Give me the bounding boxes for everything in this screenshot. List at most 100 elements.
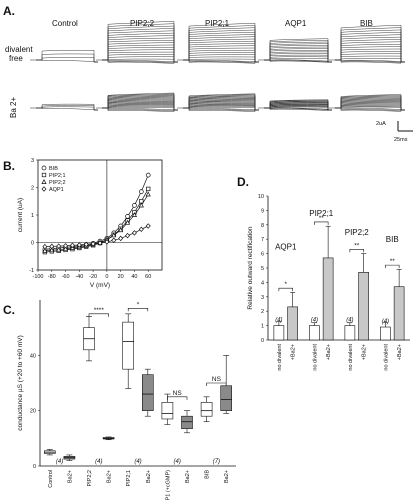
data-point — [124, 219, 131, 225]
data-point — [56, 243, 62, 249]
data-point — [111, 232, 117, 238]
y-tick-label: 2 — [261, 309, 264, 315]
trace-1-3 — [258, 99, 332, 111]
box — [220, 385, 232, 411]
significance-label: ** — [319, 215, 325, 222]
trace-0-3 — [258, 38, 332, 63]
box-5: Ba2+ — [142, 368, 154, 483]
y-tick-label: 1 — [261, 324, 264, 330]
x-tick-label: 0 — [105, 274, 108, 280]
significance-bracket — [349, 248, 364, 253]
bar-5: +Ba2+ — [358, 253, 369, 360]
data-point — [90, 241, 96, 247]
trace-1-0 — [30, 103, 98, 111]
trace-0-1 — [96, 21, 178, 64]
panel-d: D. 0 1 2 3 4 5 6 7 8 9 10 Relative outward rectific… — [237, 175, 410, 371]
trace-0-2 — [177, 22, 259, 64]
x-tick-label: BIB — [205, 470, 211, 479]
data-point — [41, 179, 47, 184]
panel-d-label: D. — [237, 175, 249, 189]
box-7: Ba2+ — [181, 410, 193, 483]
y-tick-label: 40 — [30, 353, 36, 359]
bar — [344, 325, 356, 341]
x-tick-label: -40 — [75, 274, 83, 280]
x-tick-label: 40 — [131, 274, 137, 280]
x-axis-label: V (mV) — [90, 282, 110, 289]
data-point — [132, 203, 137, 208]
group-label: PIP2;2 — [345, 228, 370, 237]
x-tick-label: no divalent — [383, 344, 389, 371]
box — [161, 402, 174, 420]
significance-bracket — [385, 264, 400, 269]
n-label: (7) — [213, 459, 220, 465]
box-9: Ba2+ — [220, 355, 232, 483]
row-label-free: free — [9, 54, 23, 63]
box-4: PIP2;1 — [122, 313, 134, 487]
y-tick-label: 2 — [31, 186, 34, 192]
legend-entry: AQP1 — [49, 187, 64, 193]
group-label: PIP2;1 — [309, 209, 334, 218]
data-point — [69, 242, 75, 248]
x-tick-label: 20 — [118, 274, 124, 280]
x-tick-label: PIP2;1 — [126, 470, 132, 487]
data-point — [145, 172, 151, 178]
y-tick-label: 20 — [30, 409, 36, 415]
trace-0-0 — [30, 50, 98, 63]
n-label: (4) — [346, 318, 353, 324]
data-point — [41, 165, 47, 171]
panel-a-label: A. — [3, 4, 15, 18]
data-point — [118, 227, 124, 233]
group-label: AQP1 — [275, 242, 297, 251]
trace-1-4 — [329, 94, 405, 112]
column-header-0: Control — [52, 19, 78, 28]
legend-entry: PIP2;2 — [49, 180, 66, 186]
y-tick-label: 4 — [261, 280, 264, 286]
y-tick-label: 7 — [261, 237, 264, 243]
panel-c-label: C. — [3, 303, 15, 317]
data-point — [83, 241, 89, 248]
y-tick-label: 9 — [261, 208, 264, 214]
significance-bracket — [167, 396, 188, 400]
box-2: PIP2;2 — [83, 316, 95, 487]
column-header-1: PIP2;2 — [130, 19, 155, 28]
series-line — [44, 225, 149, 247]
bar — [273, 325, 285, 341]
significance-label: ** — [390, 258, 396, 265]
column-header-3: AQP1 — [285, 19, 307, 28]
trace-1-1 — [96, 92, 178, 112]
n-label: (4) — [382, 319, 389, 325]
scale-bar-current: 2uA — [376, 121, 386, 127]
data-point — [125, 214, 130, 219]
column-header-2: PIP2;1 — [205, 19, 230, 28]
bar — [322, 257, 334, 341]
panel-b-label: B. — [3, 159, 15, 173]
sweep-path — [183, 93, 259, 112]
row-label-divalent: divalent — [5, 45, 33, 54]
y-tick-label: 1 — [31, 213, 34, 219]
bar — [393, 286, 405, 341]
significance-label: * — [137, 301, 140, 308]
x-tick-label: -100 — [32, 274, 43, 280]
box — [142, 374, 154, 411]
y-axis-label: conductance µS (+20 to +60 mV) — [17, 335, 24, 431]
data-point — [131, 230, 137, 236]
box-8: BIB — [200, 396, 213, 479]
n-label: (4) — [174, 459, 181, 465]
y-tick-label: 3 — [31, 158, 34, 164]
x-tick-label: +Ba2+ — [326, 344, 332, 360]
bar — [358, 272, 369, 341]
trace-1-2 — [177, 93, 259, 112]
sweep-path — [102, 21, 178, 64]
x-tick-label: 60 — [145, 274, 151, 280]
bar — [309, 325, 320, 341]
column-header-4: BIB — [360, 19, 373, 28]
box-3: Ba2+ — [102, 436, 115, 483]
data-point — [146, 186, 151, 192]
significance-label: NS — [212, 376, 222, 383]
significance-bracket — [206, 382, 227, 386]
trace-0-4 — [329, 24, 405, 64]
bar — [380, 326, 391, 341]
bar-3: +Ba2+ — [322, 225, 334, 360]
bar — [287, 306, 298, 341]
